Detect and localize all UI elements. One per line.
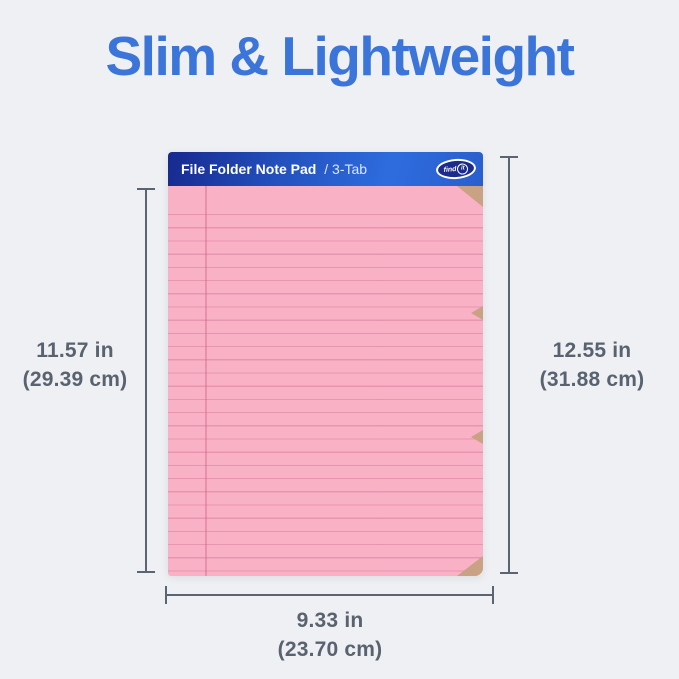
paper-margin-line [205, 186, 207, 576]
width-measure-line [165, 586, 494, 604]
dimension-inches: 11.57 in [36, 339, 114, 362]
logo-text-find: find [443, 165, 457, 174]
notepad-header-text: File Folder Note Pad / 3-Tab [168, 161, 367, 177]
dimension-inches: 12.55 in [552, 339, 632, 362]
tab-notch-1 [471, 306, 483, 320]
dimension-cm: (23.70 cm) [277, 638, 383, 662]
dimension-cm: (29.39 cm) [22, 368, 128, 392]
dimension-cm: (31.88 cm) [539, 368, 645, 392]
page-title: Slim & Lightweight [105, 25, 575, 87]
dimension-label-paper-height: 11.57 in (29.39 cm) [2, 336, 148, 395]
notepad-header: File Folder Note Pad / 3-Tab find it [168, 152, 483, 186]
height-measure-line-folder [500, 156, 518, 574]
measure-cap [137, 188, 155, 190]
tab-notch-2 [471, 430, 483, 444]
dimension-inches: 9.33 in [296, 609, 364, 632]
measure-cap [165, 586, 167, 604]
notepad-paper [168, 186, 483, 576]
findit-brand-logo: find it [435, 157, 477, 181]
dimension-label-folder-height: 12.55 in (31.88 cm) [512, 336, 672, 395]
measure-cap [137, 571, 155, 573]
product-name: File Folder Note Pad [181, 161, 317, 177]
paper-ruled-lines [168, 202, 483, 574]
measure-cap [500, 156, 518, 158]
product-tab-count: / 3-Tab [324, 161, 368, 177]
measure-cap [500, 572, 518, 574]
measure-cap [492, 586, 494, 604]
notepad-product: File Folder Note Pad / 3-Tab find it [168, 152, 483, 576]
logo-text-it: it [457, 162, 469, 175]
dimension-label-width: 9.33 in (23.70 cm) [230, 606, 430, 665]
height-measure-line-paper [137, 188, 155, 573]
